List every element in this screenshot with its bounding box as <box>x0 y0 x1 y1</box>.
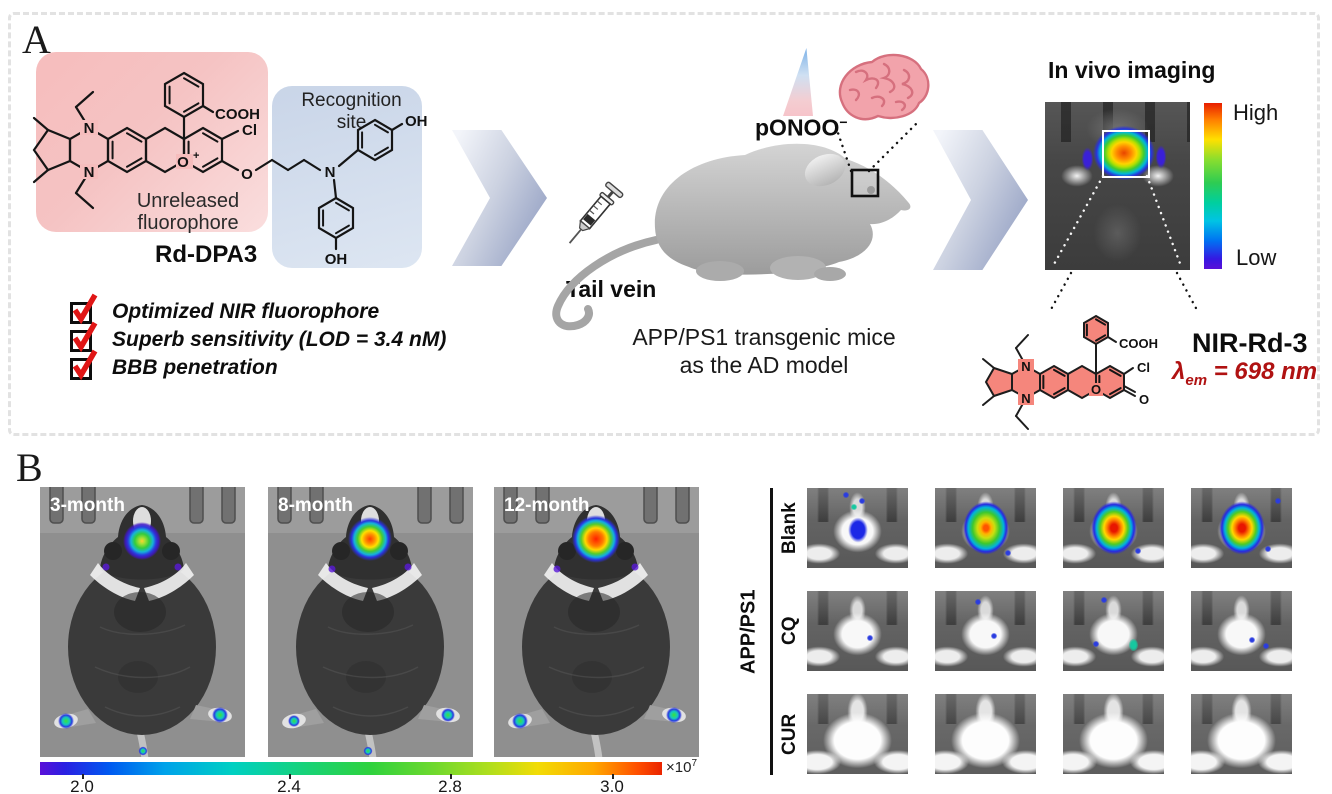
mouse-tail <box>552 236 660 331</box>
mouse-age-label: 8-month <box>278 495 353 516</box>
checklist-label: BBB penetration <box>112 356 278 379</box>
head-heat-signal <box>1218 500 1266 556</box>
checkbox-checked-icon <box>70 321 98 353</box>
row-label-blank: Blank <box>779 502 800 554</box>
grid-cell-cur-2 <box>935 694 1036 774</box>
grid-cell-blank-4 <box>1191 488 1292 568</box>
mouse-eye <box>867 186 875 194</box>
head-heat-signal <box>1090 500 1138 556</box>
grid-cell-blank-3 <box>1063 488 1164 568</box>
head-heat-signal <box>123 522 161 560</box>
atom-amine-n: N <box>325 164 336 181</box>
syringe-icon <box>568 181 624 244</box>
atom-n-bottom: N <box>84 164 95 181</box>
fluorophore-label: Unreleased fluorophore <box>136 190 240 234</box>
atom-n-bottom: N <box>1021 391 1030 406</box>
mouse-image-12-month <box>494 487 699 757</box>
head-heat-signal <box>847 516 869 544</box>
atom-o-ketone: O <box>1139 392 1149 407</box>
brain-region-marker <box>850 168 880 198</box>
grid-cell-cur-3 <box>1063 694 1164 774</box>
horizontal-colorbar <box>40 762 662 779</box>
mouse-image-8-month <box>268 487 473 757</box>
grid-cell-cq-3 <box>1063 591 1164 671</box>
checklist-item-1: Optimized NIR fluorophore <box>70 293 380 326</box>
grid-cell-blank-2 <box>935 488 1036 568</box>
model-caption-line1: APP/PS1 transgenic mice <box>632 324 896 350</box>
treatment-image-grid <box>807 488 1292 774</box>
atom-n-top: N <box>84 120 95 137</box>
colorbar-tick <box>450 774 452 779</box>
colorbar-tick-label: 3.0 <box>600 777 624 794</box>
atom-n-top: N <box>1021 359 1030 374</box>
panel-a-border <box>8 12 1320 436</box>
probe-name: Rd-DPA3 <box>155 241 258 268</box>
atom-cl: Cl <box>242 122 257 139</box>
checkbox-checked-icon <box>70 349 98 381</box>
mouse-age-label: 12-month <box>504 495 590 516</box>
nir-rd-3-structure: N N O COOH Cl O <box>982 314 1158 430</box>
row-label-cur: CUR <box>779 713 800 755</box>
row-label-cq: CQ <box>779 616 800 646</box>
rd-dpa3-structure: N N O + COOH Cl O N OH OH <box>32 71 428 268</box>
group-bracket-line <box>770 488 773 775</box>
nir-rd-3-atom-labels: N N O COOH Cl O <box>1018 336 1158 407</box>
group-label-app-ps1: APP/PS1 <box>737 589 760 674</box>
grid-cell-cq-1 <box>807 591 908 671</box>
invivo-title: In vivo imaging <box>1048 57 1216 83</box>
colorbar-tick <box>289 774 291 779</box>
grid-cell-blank-1 <box>807 488 908 568</box>
colorbar-tick-label: 2.8 <box>438 777 462 794</box>
head-heat-signal <box>572 515 620 563</box>
grid-cell-cur-4 <box>1191 694 1292 774</box>
scale-low-label: Low <box>1236 245 1277 270</box>
heat-speck <box>1081 146 1094 172</box>
head-heat-signal <box>962 500 1010 556</box>
brain-icon <box>838 53 930 121</box>
released-probe-name: NIR-Rd-3 <box>1192 328 1308 358</box>
mouse-body <box>654 143 911 275</box>
scale-high-label: High <box>1233 100 1279 125</box>
fluorophore-highlight-box <box>36 52 268 232</box>
model-caption-line2: as the AD model <box>679 352 849 378</box>
atom-o-ring: O <box>177 154 189 171</box>
colorbar-tick <box>82 774 84 779</box>
mouse-ear <box>804 153 846 187</box>
atom-oh-right: OH <box>405 113 428 130</box>
mouse-age-label: 3-month <box>50 495 125 516</box>
grid-cell-cq-4 <box>1191 591 1292 671</box>
zoom-box-marker <box>1102 130 1150 178</box>
atom-cooh: COOH <box>1119 336 1158 351</box>
checklist-item-3: BBB penetration <box>70 349 278 382</box>
atom-cl: Cl <box>1137 360 1150 375</box>
rd-dpa3-atom-labels: N N O + COOH Cl O N OH OH <box>80 106 428 268</box>
colorbar-tick-label: 2.0 <box>70 777 94 794</box>
checkbox-checked-icon <box>70 293 98 325</box>
grid-cell-cur-1 <box>807 694 908 774</box>
emission-wavelength: λem = 698 nm <box>1172 358 1318 389</box>
mouse-image-3-month <box>40 487 245 757</box>
grid-cell-cq-2 <box>935 591 1036 671</box>
mouse-silhouette <box>552 143 911 331</box>
checklist-label: Superb sensitivity (LOD = 3.4 nM) <box>112 328 447 351</box>
atom-o-charge: + <box>193 150 199 162</box>
checklist-label: Optimized NIR fluorophore <box>112 300 380 323</box>
recognition-highlight-box <box>272 86 422 268</box>
colorbar-tick-label: 2.4 <box>277 777 301 794</box>
atom-o-ring: O <box>1091 382 1101 397</box>
colorbar-tick <box>612 774 614 779</box>
recognition-site-label: Recognition site <box>301 90 402 133</box>
atom-oh-bottom: OH <box>325 251 348 268</box>
atom-ether-o: O <box>241 166 253 183</box>
vertical-colorbar <box>1204 103 1222 269</box>
panel-b-label: B <box>16 445 43 490</box>
analyte-label: pONOO− <box>755 114 848 141</box>
invivo-head-image <box>1045 102 1190 270</box>
colorbar-multiplier: ×107 <box>666 758 698 776</box>
atom-cooh: COOH <box>215 106 260 123</box>
heat-speck <box>1155 144 1167 170</box>
checklist-item-2: Superb sensitivity (LOD = 3.4 nM) <box>70 321 447 354</box>
head-heat-signal <box>348 517 392 561</box>
